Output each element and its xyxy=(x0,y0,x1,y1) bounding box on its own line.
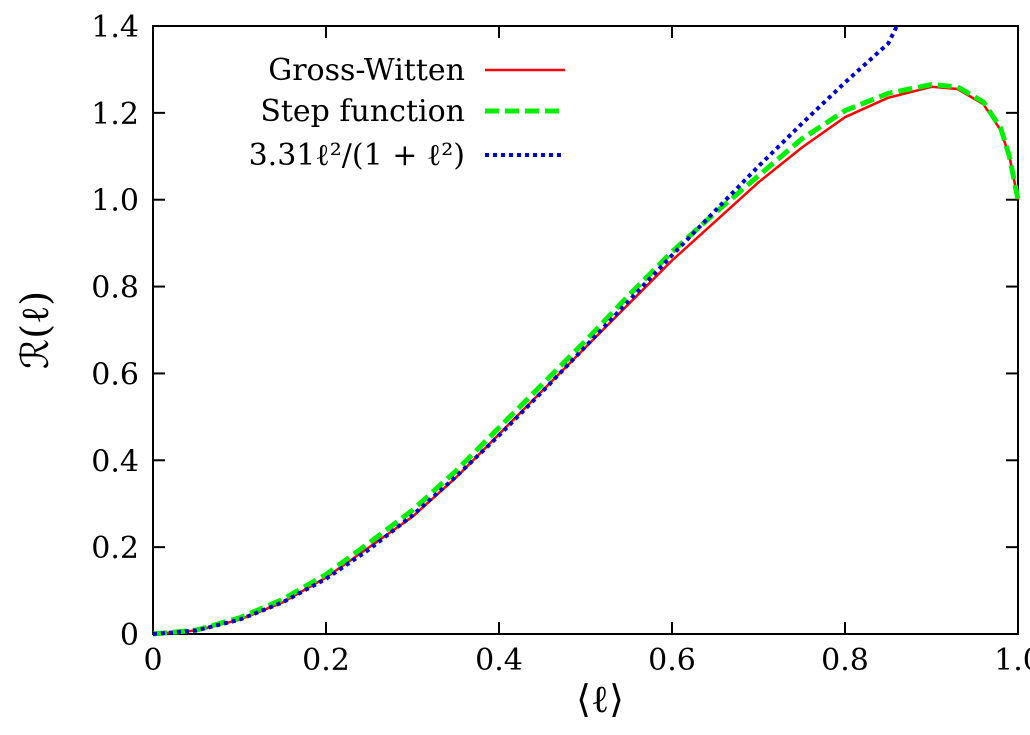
legend-label: Gross-Witten xyxy=(268,53,465,88)
legend: Gross-Witten Step function 3.31ℓ²/(1 + ℓ²) xyxy=(249,53,565,173)
y-tick-label: 1.2 xyxy=(91,97,139,132)
y-tick-label: 0.2 xyxy=(91,531,139,566)
tick-labels: 0 0.2 0.4 0.6 0.8 1.0 0 0.2 0.4 0.6 0.8 1.0 1.2 1.4 xyxy=(91,10,1030,678)
series-line xyxy=(152,25,899,636)
x-tick-label: 0.2 xyxy=(302,643,350,678)
x-tick-label: 1.0 xyxy=(994,643,1030,678)
x-tick-label: 0.8 xyxy=(821,643,869,678)
y-axis-title: ℛ(ℓ) xyxy=(13,291,57,369)
legend-label: 3.31ℓ²/(1 + ℓ²) xyxy=(249,138,465,173)
plot-frame xyxy=(152,25,1019,635)
y-tick-label: 0.8 xyxy=(91,271,139,306)
y-tick-label: 0 xyxy=(120,618,139,653)
x-tick-label: 0.4 xyxy=(475,643,523,678)
y-tick-label: 0.6 xyxy=(91,357,139,392)
y-tick-label: 1.0 xyxy=(91,184,139,219)
y-tick-label: 0.4 xyxy=(91,444,139,479)
x-tick-label: 0.6 xyxy=(648,643,696,678)
series-line xyxy=(152,82,1021,637)
x-tick-label: 0 xyxy=(143,643,162,678)
legend-label: Step function xyxy=(260,94,465,129)
series-lines xyxy=(152,25,1021,637)
x-axis-title: ⟨ℓ⟩ xyxy=(576,677,624,721)
y-tick-label: 1.4 xyxy=(91,10,139,45)
